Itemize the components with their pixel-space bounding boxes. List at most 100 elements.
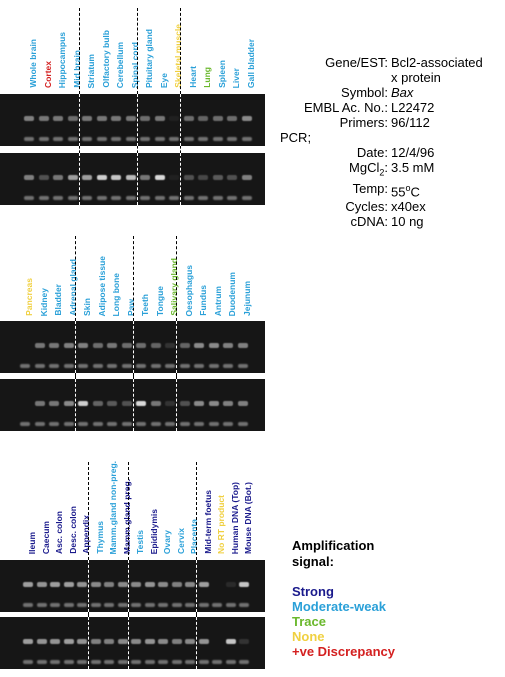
- lane-divider: [74, 379, 76, 431]
- gel-band: [154, 116, 165, 121]
- primer-band: [198, 603, 209, 607]
- primer-band: [179, 422, 190, 426]
- gel-band: [63, 639, 74, 644]
- gel-band: [53, 116, 63, 121]
- lane-label: Caecum: [40, 520, 51, 554]
- primer-band: [241, 137, 252, 141]
- gel-image-top: [0, 560, 265, 612]
- gel-band: [227, 116, 237, 121]
- lane-divider: [180, 94, 182, 146]
- gel-band: [150, 401, 161, 406]
- gel-band: [158, 639, 168, 644]
- lane-label: Cervix: [175, 528, 186, 554]
- lane-label: Gall bladder: [245, 38, 256, 88]
- primer-band: [131, 603, 141, 607]
- primer-band: [50, 603, 60, 607]
- gel-band: [67, 175, 78, 180]
- lane-divider-line: [176, 236, 178, 321]
- lane-divider-gap: [74, 373, 76, 379]
- gel-band: [24, 116, 34, 121]
- primer-band: [239, 603, 249, 607]
- cycles-value: x40ex: [391, 198, 426, 214]
- primer-band: [194, 364, 204, 368]
- primer-band: [111, 196, 121, 200]
- primer-band: [34, 364, 45, 368]
- primers-value: 96/112: [391, 115, 430, 130]
- gel-band: [90, 582, 101, 587]
- gel-image-top: [0, 321, 265, 373]
- lane-label: Testis: [135, 530, 145, 554]
- mgcl-key-colon: :: [384, 160, 388, 175]
- gel-band: [38, 175, 49, 180]
- primer-band: [104, 660, 114, 664]
- gel-band: [107, 401, 117, 406]
- primer-band: [78, 364, 88, 368]
- temp-value-sup: o: [405, 182, 411, 193]
- embl-value: L22472: [391, 100, 435, 115]
- temp-row: Temp: 55oC: [280, 181, 500, 199]
- gel-band: [92, 401, 103, 406]
- primer-band: [198, 137, 208, 141]
- gel-band: [131, 639, 141, 644]
- primer-band: [36, 603, 47, 607]
- gel-band: [23, 639, 33, 644]
- gel-band: [125, 116, 136, 121]
- primer-band: [165, 422, 175, 426]
- gene-info: Gene/EST: Bcl2-associated x protein Symb…: [280, 55, 500, 229]
- gel-band: [50, 639, 60, 644]
- gel-band: [227, 175, 237, 180]
- lane-divider: [176, 379, 178, 431]
- primer-band: [96, 196, 107, 200]
- gel-band: [185, 639, 195, 644]
- gel-band: [194, 343, 204, 348]
- primer-band: [212, 660, 222, 664]
- gel-band: [179, 401, 190, 406]
- primer-band: [212, 603, 222, 607]
- primer-band: [36, 660, 47, 664]
- lane-label: Mid brain: [71, 50, 82, 88]
- cycles-row: Cycles: x40ex: [280, 199, 500, 214]
- primer-band: [140, 137, 150, 141]
- pcr-key: PCR;: [280, 130, 312, 145]
- pcr-row: PCR;: [280, 130, 500, 145]
- lane-labels: Ileum Caecum Asc. colon Desc. colon Appendix…: [0, 460, 265, 555]
- gel-band: [107, 343, 117, 348]
- primer-band: [23, 660, 33, 664]
- gel-band: [82, 116, 92, 121]
- primer-band: [140, 196, 150, 200]
- gel-band: [239, 582, 249, 587]
- primer-band: [125, 137, 136, 141]
- cdna-row: cDNA: 10 ng: [280, 214, 500, 229]
- gene-value-line1: Bcl2-associated: [391, 55, 483, 70]
- gel-band: [96, 116, 107, 121]
- primer-band: [136, 422, 146, 426]
- gel-band: [82, 175, 92, 180]
- lane-label: Olfactory bulb: [100, 30, 111, 88]
- temp-value: 55oC: [391, 181, 500, 199]
- primer-band: [227, 137, 237, 141]
- lane-divider: [136, 153, 138, 205]
- primer-band: [117, 660, 128, 664]
- lane-label: Long bone: [111, 272, 121, 316]
- lane-label: Mamm.gland non-preg.: [108, 460, 118, 555]
- gel-band: [50, 582, 60, 587]
- gel-band: [194, 401, 204, 406]
- gel-band: [212, 175, 223, 180]
- cycles-key: Cycles:: [345, 198, 388, 214]
- gel-band: [49, 401, 59, 406]
- gel-band: [34, 343, 45, 348]
- primer-band: [20, 364, 30, 368]
- mgcl-key-main: MgCl: [349, 160, 380, 175]
- gel-band: [121, 343, 132, 348]
- lane-divider: [128, 617, 130, 669]
- primer-band: [136, 364, 146, 368]
- primer-band: [78, 422, 88, 426]
- primer-band: [183, 137, 194, 141]
- primer-band: [144, 603, 155, 607]
- embl-row: EMBL Ac. No.: L22472: [280, 100, 500, 115]
- primer-band: [77, 603, 87, 607]
- temp-value-unit: C: [410, 183, 420, 199]
- gel-band: [24, 175, 34, 180]
- lane-divider-line: [195, 462, 197, 560]
- lane-label: Jejunum: [241, 281, 252, 316]
